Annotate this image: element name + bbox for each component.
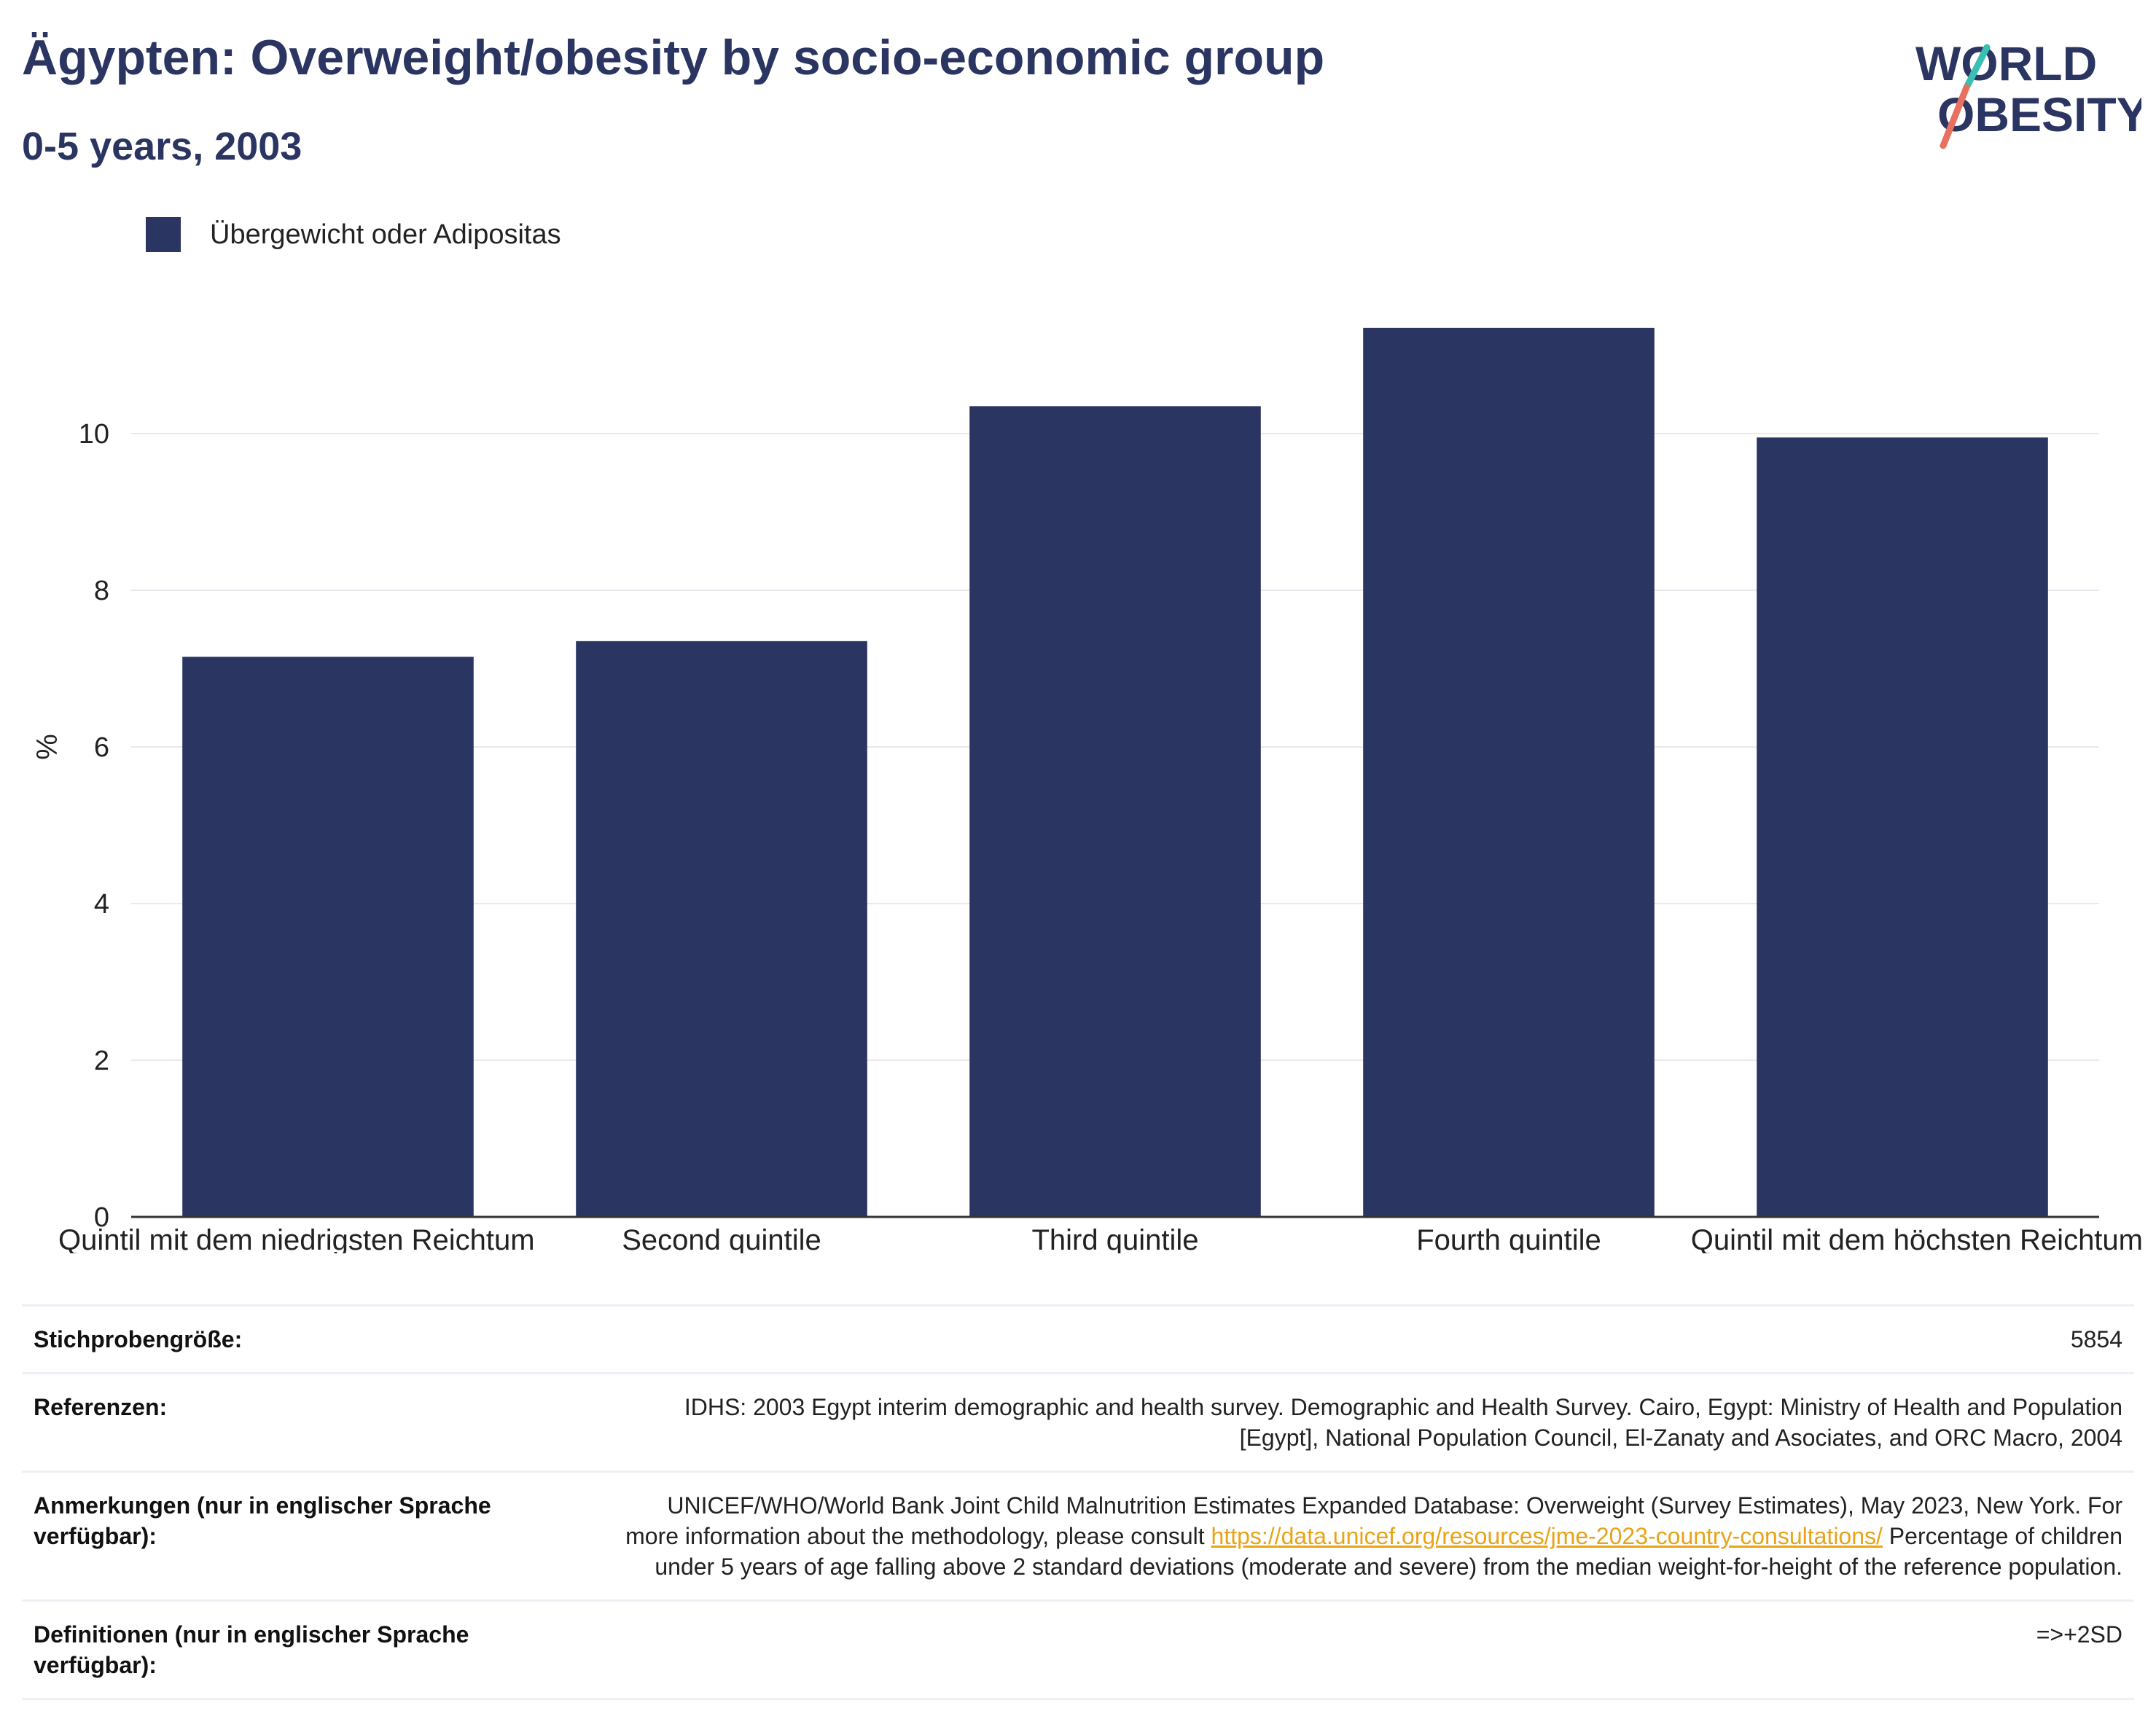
references-row: Referenzen: IDHS: 2003 Egypt interim dem… bbox=[22, 1372, 2134, 1472]
notes-text-after: Percentage of children under 5 years of … bbox=[655, 1523, 2122, 1580]
x-tick-label: Quintil mit dem niedrigsten Reichtum bbox=[58, 1224, 535, 1253]
x-tick-label: Second quintile bbox=[622, 1224, 821, 1253]
references-value: IDHS: 2003 Egypt interim demographic and… bbox=[599, 1372, 2134, 1472]
svg-text:OBESITY: OBESITY bbox=[1937, 87, 2141, 141]
chart-title: Ägypten: Overweight/obesity by socio-eco… bbox=[22, 30, 1325, 85]
bar bbox=[182, 657, 474, 1217]
sample-size-value: 5854 bbox=[599, 1304, 2134, 1374]
bar bbox=[969, 406, 1261, 1217]
y-tick-label: 10 bbox=[79, 419, 109, 450]
info-table: Stichprobengröße: 5854 Referenzen: IDHS:… bbox=[22, 1304, 2134, 1700]
x-tick-label: Fourth quintile bbox=[1416, 1224, 1601, 1253]
x-tick-label: Quintil mit dem höchsten Reichtum bbox=[1691, 1224, 2143, 1253]
notes-value: UNICEF/WHO/World Bank Joint Child Malnut… bbox=[599, 1470, 2134, 1601]
y-tick-label: 0 bbox=[94, 1202, 109, 1233]
y-tick-label: 6 bbox=[94, 732, 109, 763]
y-tick-label: 2 bbox=[94, 1046, 109, 1076]
x-tick-label: Third quintile bbox=[1031, 1224, 1198, 1253]
legend-label: Übergewicht oder Adipositas bbox=[210, 219, 561, 250]
y-tick-label: 4 bbox=[94, 889, 109, 920]
bar bbox=[576, 641, 867, 1217]
bar bbox=[1757, 437, 2048, 1217]
legend-swatch bbox=[146, 217, 181, 252]
sample-size-row: Stichprobengröße: 5854 bbox=[22, 1304, 2134, 1374]
methodology-link[interactable]: https://data.unicef.org/resources/jme-20… bbox=[1211, 1523, 1883, 1549]
definitions-value: =>+2SD bbox=[599, 1599, 2134, 1700]
references-label: Referenzen: bbox=[22, 1372, 599, 1472]
sample-size-label: Stichprobengröße: bbox=[22, 1304, 599, 1374]
chart-subtitle: 0-5 years, 2003 bbox=[22, 125, 302, 168]
bar bbox=[1363, 327, 1655, 1217]
notes-row: Anmerkungen (nur in englischer Sprache v… bbox=[22, 1470, 2134, 1601]
y-axis-label: % bbox=[31, 734, 63, 760]
notes-text: UNICEF/WHO/World Bank Joint Child Malnut… bbox=[625, 1492, 2122, 1549]
world-obesity-logo: WORLD OBESITY bbox=[1915, 36, 2141, 149]
definitions-label: Definitionen (nur in englischer Sprache … bbox=[22, 1599, 599, 1700]
svg-text:WORLD: WORLD bbox=[1915, 36, 2097, 90]
y-tick-label: 8 bbox=[94, 576, 109, 606]
definitions-row: Definitionen (nur in englischer Sprache … bbox=[22, 1599, 2134, 1700]
notes-label: Anmerkungen (nur in englischer Sprache v… bbox=[22, 1470, 599, 1601]
bar-chart: 0 2 4 6 8 10 Quintil mit dem niedrigsten Reich… bbox=[31, 327, 2143, 1253]
chart-legend: Übergewicht oder Adipositas bbox=[146, 217, 561, 252]
